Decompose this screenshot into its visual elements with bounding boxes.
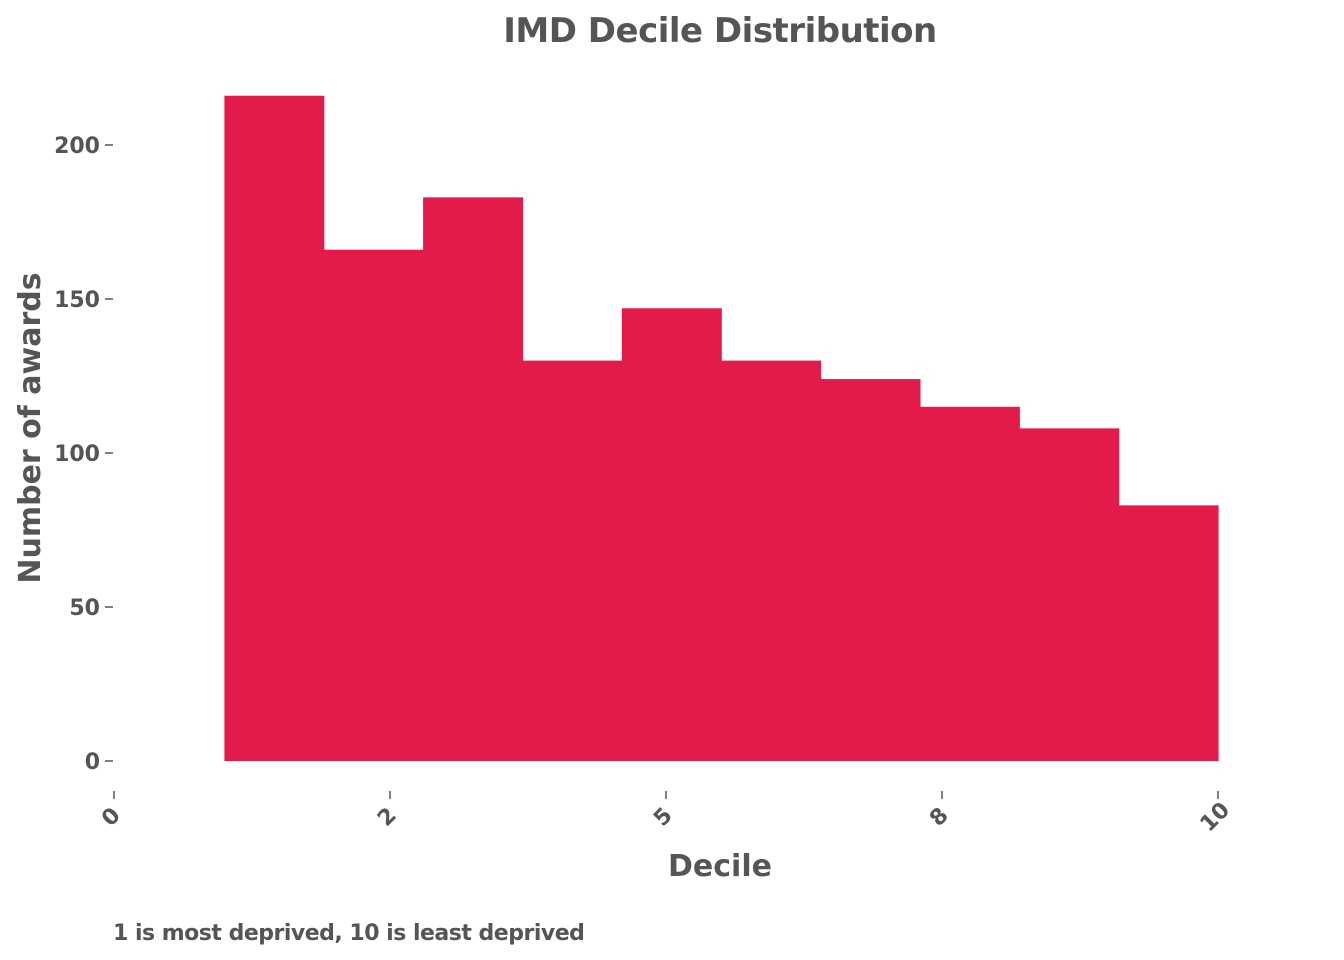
x-axis: 0 2 5 8 10 — [97, 791, 1235, 837]
bar-5 — [621, 308, 722, 761]
bars — [224, 95, 1219, 762]
bar-3 — [423, 197, 524, 762]
chart-title: IMD Decile Distribution — [503, 11, 937, 51]
y-tick-label: 100 — [54, 442, 100, 467]
x-tick-label: 10 — [1196, 798, 1235, 837]
bar-9 — [1019, 428, 1120, 761]
x-tick-label: 0 — [97, 803, 126, 832]
x-tick-label: 5 — [649, 803, 678, 832]
chart-note: 1 is most deprived, 10 is least deprived — [113, 921, 584, 946]
bar-4 — [522, 360, 623, 761]
bar-1 — [224, 95, 325, 762]
y-tick-label: 0 — [85, 750, 100, 775]
y-tick-label: 50 — [69, 596, 100, 621]
x-tick-label: 8 — [925, 803, 954, 832]
x-tick-label: 2 — [373, 803, 402, 832]
bar-2 — [323, 249, 424, 761]
bar-8 — [919, 406, 1020, 761]
y-tick-label: 150 — [54, 288, 100, 313]
y-tick-label: 200 — [54, 134, 100, 159]
x-axis-label: Decile — [668, 849, 772, 884]
bar-7 — [820, 379, 921, 761]
y-axis-label: Number of awards — [13, 272, 48, 583]
bar-10 — [1118, 505, 1219, 761]
y-axis: 0 50 100 150 200 — [54, 134, 113, 775]
bar-6 — [721, 360, 822, 761]
